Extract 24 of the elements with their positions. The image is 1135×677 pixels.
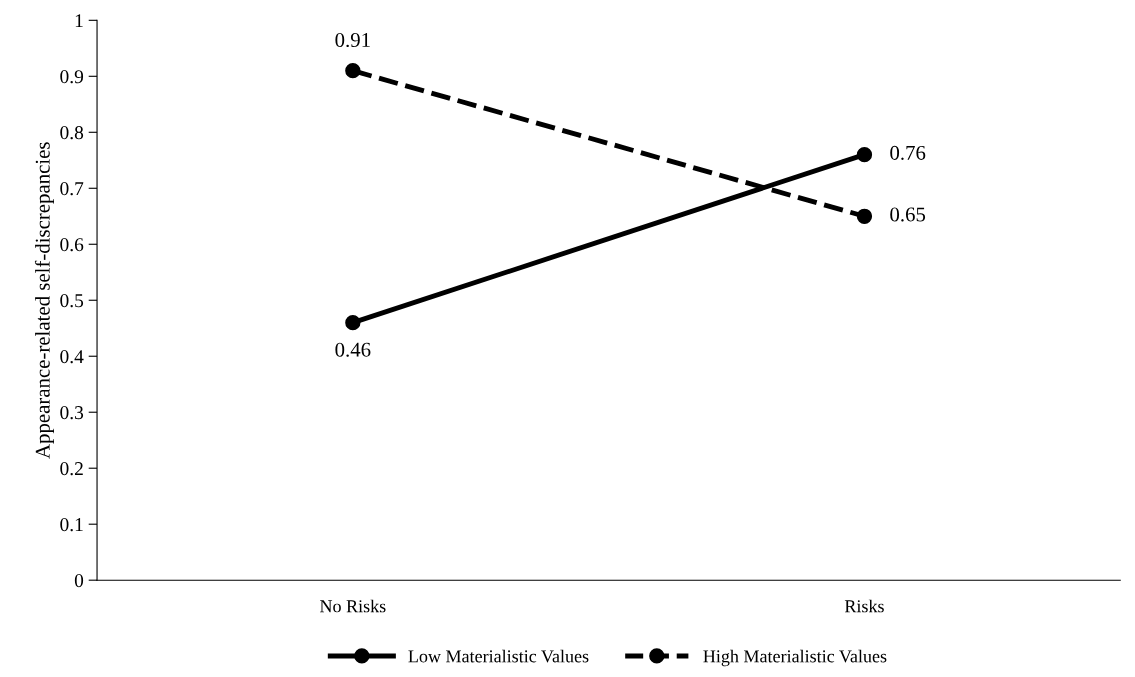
x-tick-label: No Risks bbox=[320, 599, 386, 613]
point bbox=[856, 147, 873, 163]
legend-label: High Materialistic Values bbox=[703, 649, 887, 667]
y-tick-label: 0.1 bbox=[60, 518, 83, 532]
y-tick-label: 0.5 bbox=[60, 294, 84, 308]
y-tick-label: 1 bbox=[75, 14, 83, 28]
y-axis-title: Appearance-related self-discrepancies bbox=[34, 142, 54, 459]
y-tick-label: 0.7 bbox=[60, 182, 84, 196]
data-label: 0.65 bbox=[890, 207, 926, 222]
y-tick-label: 0.4 bbox=[60, 350, 84, 364]
point bbox=[345, 315, 361, 331]
point bbox=[856, 208, 873, 224]
point bbox=[345, 63, 361, 79]
y-tick-label: 0.9 bbox=[60, 70, 84, 84]
data-label: 0.46 bbox=[335, 342, 371, 357]
y-tick-label: 0 bbox=[74, 574, 84, 588]
data-label: 0.91 bbox=[335, 32, 370, 48]
x-tick-label: Risks bbox=[844, 599, 884, 613]
y-tick-label: 0.2 bbox=[60, 462, 83, 476]
data-label: 0.76 bbox=[890, 145, 926, 160]
y-tick-label: 0.3 bbox=[60, 406, 84, 420]
y-tick-label: 0.8 bbox=[60, 126, 84, 140]
legend-label: Low Materialistic Values bbox=[408, 649, 589, 663]
y-tick-label: 0.6 bbox=[60, 238, 84, 252]
